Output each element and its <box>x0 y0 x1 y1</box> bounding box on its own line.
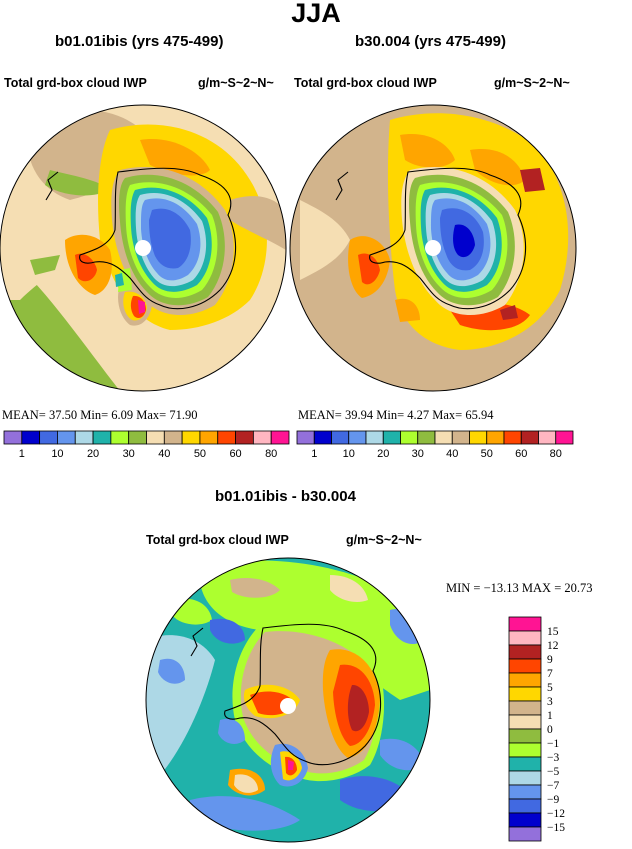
colorbar-tick-label: 20 <box>377 448 389 460</box>
colorbar-swatch <box>508 798 542 814</box>
colorbar-swatch <box>146 430 165 445</box>
colorbar-tick-label: 10 <box>343 448 355 460</box>
map-panel-2 <box>289 104 577 392</box>
colorbar-swatch <box>252 430 272 445</box>
colorbar-tick-label: −5 <box>547 766 559 778</box>
colorbar-swatch <box>92 430 112 445</box>
colorbar-tick-label: 60 <box>229 448 241 460</box>
panel-1-units: g/m~S~2~N~ <box>198 76 274 90</box>
colorbar-swatch <box>400 430 419 445</box>
colorbar-tick-label: −9 <box>547 794 559 806</box>
colorbar-tick-label: 3 <box>547 696 553 708</box>
colorbar-swatch <box>508 770 542 786</box>
colorbar-swatch <box>508 644 542 660</box>
diff-minmax-text: MIN = −13.13 MAX = 20.73 <box>446 581 593 595</box>
colorbar-swatch <box>217 430 236 445</box>
colorbar-swatch <box>508 812 542 828</box>
colorbar-tick-label: 5 <box>547 682 553 694</box>
colorbar-swatch <box>296 430 315 445</box>
colorbar-swatch <box>508 686 542 702</box>
page-title: JJA <box>291 0 341 28</box>
diff-panel-variable-label: Total grd-box cloud IWP <box>146 533 289 547</box>
colorbar-swatch <box>235 430 254 445</box>
colorbar-swatch <box>39 430 58 445</box>
colorbar-tick-label: −7 <box>547 780 559 792</box>
panel-2-units: g/m~S~2~N~ <box>494 76 570 90</box>
colorbar-swatch <box>469 430 488 445</box>
colorbar-swatch <box>538 430 557 445</box>
colorbar-swatch <box>365 430 384 445</box>
colorbar-swatch <box>520 430 539 445</box>
colorbar-tick-label: 30 <box>123 448 135 460</box>
panel-1-title: b01.01ibis (yrs 475-499) <box>55 33 224 50</box>
colorbar-swatch <box>508 616 542 632</box>
panel-2-title: b30.004 (yrs 475-499) <box>355 33 506 50</box>
diff-panel-units: g/m~S~2~N~ <box>346 533 422 547</box>
colorbar-tick-label: −15 <box>547 822 565 834</box>
colorbar-swatch <box>199 430 219 445</box>
colorbar-tick-label: −1 <box>547 738 559 750</box>
colorbar-swatch <box>508 658 542 674</box>
colorbar-tick-label: 30 <box>412 448 424 460</box>
colorbar-panel-1: 1 10 20 30 40 50 60 80 <box>3 430 290 460</box>
colorbar-swatch <box>508 630 542 646</box>
colorbar-panel-2: 1 10 20 30 40 50 60 80 <box>296 430 574 460</box>
colorbar-swatch <box>451 430 470 445</box>
panel-2-variable-label: Total grd-box cloud IWP <box>294 76 437 90</box>
colorbar-swatch <box>21 430 41 445</box>
colorbar-tick-label: 0 <box>547 724 553 736</box>
diff-panel-title: b01.01ibis - b30.004 <box>215 488 356 505</box>
colorbar-tick-label: 40 <box>158 448 170 460</box>
colorbar-tick-label: 50 <box>194 448 206 460</box>
colorbar-swatch <box>382 430 401 445</box>
colorbar-swatch <box>508 672 542 688</box>
colorbar-swatch <box>128 430 147 445</box>
colorbar-tick-label: −12 <box>547 808 565 820</box>
colorbar-swatch <box>508 714 542 730</box>
colorbar-tick-label: 1 <box>547 710 553 722</box>
colorbar-swatch <box>331 430 350 445</box>
map-panel-diff <box>145 557 431 843</box>
colorbar-swatch <box>508 784 542 800</box>
panel-1-variable-label: Total grd-box cloud IWP <box>4 76 147 90</box>
colorbar-tick-label: 9 <box>547 654 553 666</box>
colorbar-swatch <box>348 430 367 445</box>
colorbar-swatch <box>3 430 23 445</box>
colorbar-swatch <box>57 430 76 445</box>
colorbar-tick-label: 60 <box>515 448 527 460</box>
panel-2-stats: MEAN= 39.94 Min= 4.27 Max= 65.94 <box>298 408 494 422</box>
colorbar-tick-label: 80 <box>550 448 562 460</box>
colorbar-swatch <box>417 430 436 445</box>
colorbar-tick-label: 40 <box>446 448 458 460</box>
colorbar-tick-label: −3 <box>547 752 559 764</box>
colorbar-swatch <box>508 826 542 842</box>
map-panel-1 <box>0 104 287 392</box>
colorbar-diff: 15 12 9 7 5 3 1 0 −1 −3 −5 −7 −9 −12 −15 <box>508 616 565 842</box>
colorbar-swatch <box>508 700 542 716</box>
panel-1-stats: MEAN= 37.50 Min= 6.09 Max= 71.90 <box>2 408 198 422</box>
colorbar-tick-label: 12 <box>547 640 559 652</box>
colorbar-swatch <box>508 756 542 772</box>
colorbar-tick-label: 15 <box>547 626 559 638</box>
colorbar-tick-label: 50 <box>481 448 493 460</box>
colorbar-swatch <box>503 430 522 445</box>
colorbar-tick-label: 7 <box>547 668 553 680</box>
colorbar-swatch <box>163 430 183 445</box>
colorbar-swatch <box>508 728 542 744</box>
colorbar-tick-label: 20 <box>87 448 99 460</box>
colorbar-tick-label: 80 <box>265 448 277 460</box>
colorbar-swatch <box>313 430 332 445</box>
colorbar-swatch <box>508 742 542 758</box>
colorbar-swatch <box>110 430 130 445</box>
colorbar-swatch <box>74 430 94 445</box>
colorbar-swatch <box>181 430 201 445</box>
colorbar-tick-label: 1 <box>311 448 317 460</box>
colorbar-swatch <box>555 430 574 445</box>
colorbar-swatch <box>486 430 505 445</box>
colorbar-tick-label: 10 <box>51 448 63 460</box>
colorbar-tick-label: 1 <box>19 448 25 460</box>
colorbar-swatch <box>270 430 290 445</box>
colorbar-swatch <box>434 430 453 445</box>
